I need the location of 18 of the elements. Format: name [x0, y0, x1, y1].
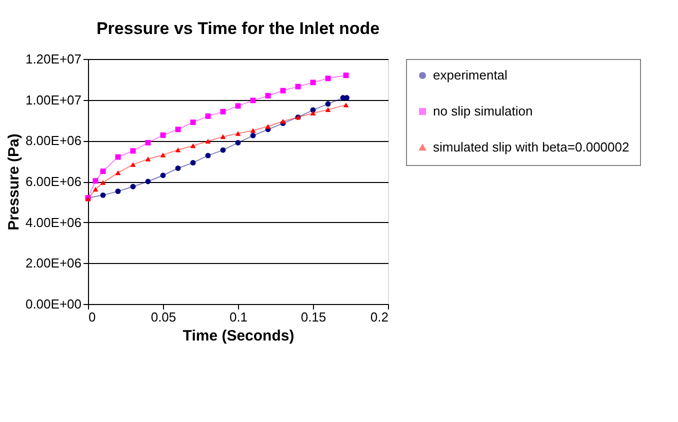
x-tick-label: 0.1: [229, 310, 248, 324]
y-tick-label: 1.00E+07: [25, 92, 82, 108]
x-tick-label: 0.05: [150, 310, 176, 324]
legend-label: no slip simulation: [433, 104, 533, 118]
y-tick-label: 4.00E+06: [25, 214, 82, 230]
y-axis-title: Pressure (Pa): [5, 134, 22, 230]
y-tick-label: 1.20E+07: [25, 52, 82, 66]
x-axis-title: Time (Seconds): [182, 328, 294, 344]
y-tick-label: 8.00E+06: [25, 133, 82, 148]
legend-label: experimental: [433, 68, 508, 82]
x-tick-label: 0.2: [370, 310, 388, 324]
x-tick-label: 0.15: [300, 310, 326, 324]
chart-title: Pressure vs Time for the Inlet node: [96, 19, 380, 38]
y-tick-label: 6.00E+06: [25, 174, 82, 189]
x-tick-label: 0: [88, 310, 96, 324]
legend-label: simulated slip with beta=0.000002: [433, 140, 630, 154]
y-tick-label: 0.00E+00: [25, 296, 82, 312]
y-tick-label: 2.00E+06: [25, 256, 82, 271]
